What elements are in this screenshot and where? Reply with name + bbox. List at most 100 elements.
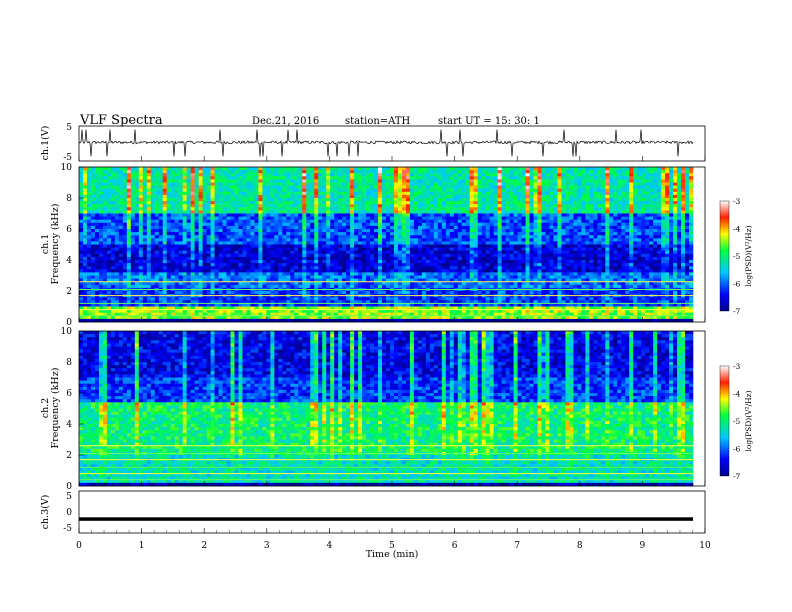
spectrogram-cell: [186, 247, 191, 251]
spectrogram-cell: [326, 213, 331, 217]
spectrogram-cell: [190, 235, 195, 239]
spectrogram-cell: [194, 232, 199, 236]
spectrogram-cell: [222, 170, 227, 174]
spectrogram-cell: [553, 250, 558, 255]
spectrogram-cell: [397, 204, 403, 208]
spectrogram-cell: [226, 167, 231, 171]
spectrogram-cell: [358, 185, 363, 189]
spectrogram-cell: [529, 182, 534, 186]
spectrogram-cell: [585, 260, 590, 264]
spectrogram-cell: [298, 194, 303, 199]
spectrogram-cell: [441, 260, 447, 264]
spectrogram-cell: [553, 241, 558, 245]
spectrogram-cell: [505, 204, 510, 208]
spectrogram-cell: [513, 263, 518, 267]
spectrogram-cell: [330, 238, 335, 242]
spectrogram-cell: [649, 229, 654, 233]
spectrogram-cell: [382, 194, 387, 199]
spectrogram-cell: [585, 238, 590, 242]
spectrogram-cell: [425, 260, 431, 264]
spectrogram-cell: [449, 167, 455, 171]
spectrogram-cell: [437, 198, 443, 202]
spectrogram-cell: [549, 207, 554, 211]
spectrogram-cell: [505, 253, 510, 258]
spectrogram-cell: [545, 256, 550, 261]
spectrogram-cell: [541, 244, 546, 248]
spectrogram-cell: [557, 241, 562, 245]
spectrogram-cell: [609, 207, 614, 211]
spectrogram-cell: [94, 253, 100, 258]
spectrogram-cell: [366, 185, 371, 189]
spectrogram-cell: [557, 207, 562, 211]
spectrogram-cell: [274, 219, 279, 224]
spectrogram-cell: [294, 229, 299, 233]
spectrogram-cell: [433, 235, 439, 239]
spectrogram-cell: [314, 201, 319, 205]
spectrogram-cell: [529, 263, 534, 267]
spectrogram-cell: [613, 210, 618, 214]
spectrogram-cell: [198, 253, 203, 258]
spectrogram-cell: [597, 253, 602, 258]
spectrogram-cell: [326, 176, 331, 180]
spectrogram-cell: [401, 225, 407, 230]
spectrogram-cell: [453, 244, 459, 248]
spectrogram-cell: [318, 185, 323, 189]
spectrogram-cell: [382, 182, 387, 186]
spectrogram-cell: [645, 188, 650, 193]
spectrogram-cell: [230, 266, 235, 270]
spectrogram-cell: [286, 225, 291, 230]
spectrogram-cell: [677, 225, 682, 230]
spectrogram-cell: [397, 256, 403, 261]
spectrogram-cell: [645, 213, 650, 217]
spectrogram-cell: [166, 201, 171, 205]
spectrogram-cell: [350, 244, 355, 248]
spectrogram-cell: [198, 244, 203, 248]
spectrogram-cell: [585, 210, 590, 214]
spectrogram-cell: [79, 241, 84, 245]
spectrogram-cell: [318, 232, 323, 236]
spectrogram-cell: [649, 247, 654, 251]
spectrogram-cell: [334, 167, 339, 171]
spectrogram-cell: [473, 216, 478, 220]
spectrogram-cell: [266, 185, 271, 189]
spectrogram-cell: [561, 225, 566, 230]
spectrogram-cell: [565, 179, 570, 183]
spectrogram-cell: [350, 260, 355, 264]
spectrogram-cell: [79, 266, 84, 270]
spectrogram-cell: [621, 256, 626, 261]
spectrogram-cell: [314, 216, 319, 220]
spectrogram-cell: [657, 222, 662, 227]
spectrogram-cell: [306, 210, 311, 214]
spectrogram-cell: [613, 216, 618, 220]
spectrogram-cell: [79, 250, 84, 255]
spectrogram-cell: [481, 167, 486, 171]
spectrogram-cell: [517, 207, 522, 211]
spectrogram-cell: [294, 188, 299, 193]
spectrogram-cell: [286, 244, 291, 248]
spectrogram-cell: [202, 176, 207, 180]
spectrogram-cell: [521, 204, 526, 208]
spectrogram-cell: [122, 232, 128, 236]
spectrogram-cell: [625, 198, 630, 202]
spectrogram-cell: [469, 253, 475, 258]
spectrogram-cell: [258, 260, 263, 264]
spectrogram-cell: [162, 201, 168, 205]
spectrogram-cell: [509, 247, 514, 251]
spectrogram-cell: [389, 250, 395, 255]
spectrogram-cell: [374, 204, 379, 208]
spectrogram-cell: [134, 253, 140, 258]
spectrogram-cell: [110, 191, 116, 196]
spectrogram-cell: [573, 225, 578, 230]
spectrogram-cell: [541, 225, 546, 230]
spectrogram-cell: [198, 232, 203, 236]
spectrogram-cell: [382, 173, 387, 177]
spectrogram-cell: [389, 198, 395, 202]
spectrogram-cell: [633, 179, 638, 183]
spectrogram-cell: [298, 253, 303, 258]
spectrogram-cell: [677, 191, 682, 196]
spectrogram-cell: [226, 256, 231, 261]
spectrogram-cell: [82, 241, 88, 245]
spectrogram-cell: [79, 210, 84, 214]
spectrogram-cell: [653, 247, 658, 251]
spectrogram-cell: [393, 210, 399, 214]
